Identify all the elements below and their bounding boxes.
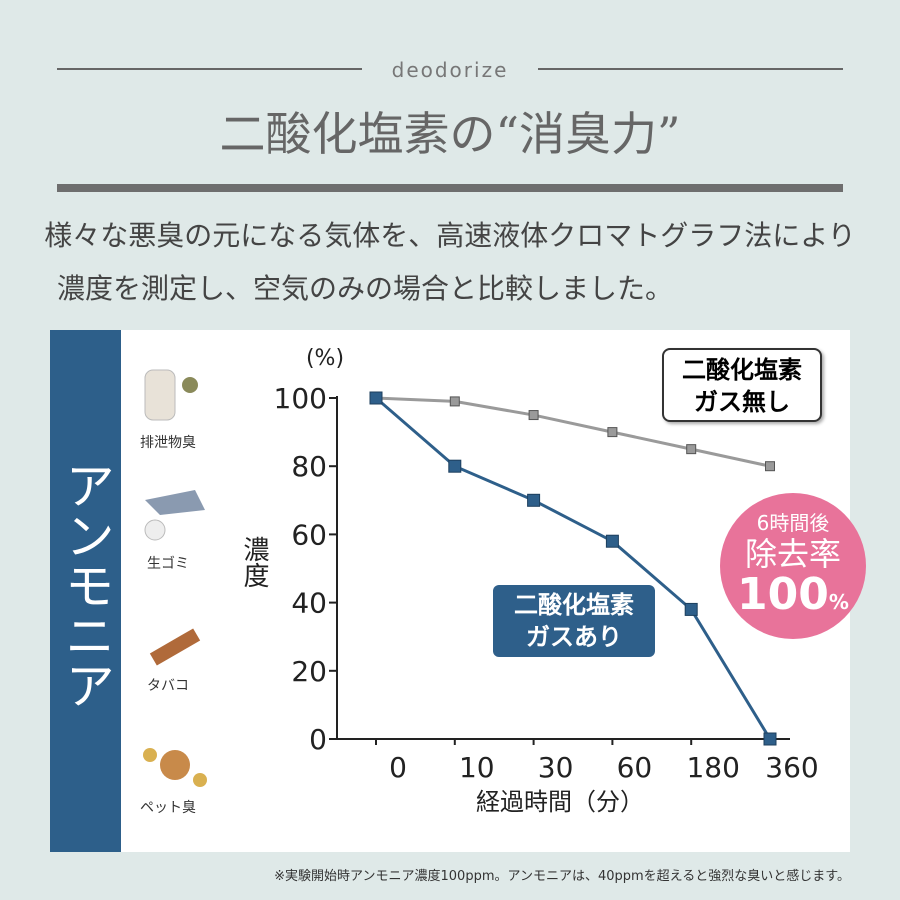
marker	[448, 459, 462, 473]
y-tick-label: 20	[291, 655, 327, 688]
marker	[686, 444, 697, 455]
marker	[527, 493, 541, 507]
badge-number: 100	[737, 569, 829, 620]
unit: (%)	[306, 346, 344, 371]
x-tick-label: 0	[389, 751, 407, 784]
y-tick-label: 80	[291, 450, 327, 483]
marker	[528, 410, 539, 421]
source-label: タバコ	[147, 678, 189, 694]
marker	[605, 534, 619, 548]
y-tick-label: 0	[309, 723, 327, 756]
series-line	[375, 396, 771, 468]
badge-value: 100%	[720, 572, 866, 625]
badge-text: 6時間後	[756, 511, 830, 535]
x-tick-label: 360	[765, 751, 818, 784]
x-axis-label: 経過時間（分）	[476, 788, 644, 816]
marker	[684, 602, 698, 616]
marker	[607, 427, 618, 438]
sidebar-label: アンモニア	[57, 460, 115, 710]
icons	[143, 369, 207, 787]
rule	[57, 184, 843, 192]
marker	[763, 732, 777, 746]
legend-entry: 二酸化塩素 ガス無し	[662, 348, 822, 422]
x-tick-label: 10	[459, 751, 495, 784]
sidebar	[50, 330, 121, 852]
marker	[369, 391, 383, 405]
source-label: ペット臭	[140, 800, 196, 816]
source-label: 生ゴミ	[147, 555, 189, 572]
y-tick-label: 100	[274, 382, 327, 415]
source-label: 排泄物臭	[140, 435, 196, 451]
series-line	[375, 396, 772, 740]
footnote: ※実験開始時アンモニア濃度100ppm。アンモニアは、40ppmを超えると強烈な…	[274, 868, 850, 884]
badge: 6時間後 除去率 100%	[720, 493, 866, 639]
tag: deodorize	[392, 58, 509, 82]
x-tick-label: 60	[617, 751, 653, 784]
y-tick-label: 40	[291, 587, 327, 620]
plot: 0 20 40 60 80 100 0 10 30 60 180 360	[274, 382, 819, 784]
marker	[765, 461, 775, 472]
y-tick-label: 60	[291, 518, 327, 551]
description: 様々な悪臭の元になる気体を、高速液体クロマトグラフ法により	[44, 219, 855, 252]
x-tick-label: 180	[686, 751, 739, 784]
marker	[449, 396, 460, 407]
legend-entry: 二酸化塩素 ガスあり	[493, 585, 655, 657]
x-tick-label: 30	[538, 751, 574, 784]
description: 濃度を測定し、空気のみの場合と比較しました。	[57, 272, 673, 305]
y-axis-label: 濃度	[239, 536, 269, 588]
badge-unit: %	[828, 590, 849, 614]
title: 二酸化塩素の“消臭力”	[219, 107, 680, 161]
badge-text: 除去率	[744, 535, 841, 573]
